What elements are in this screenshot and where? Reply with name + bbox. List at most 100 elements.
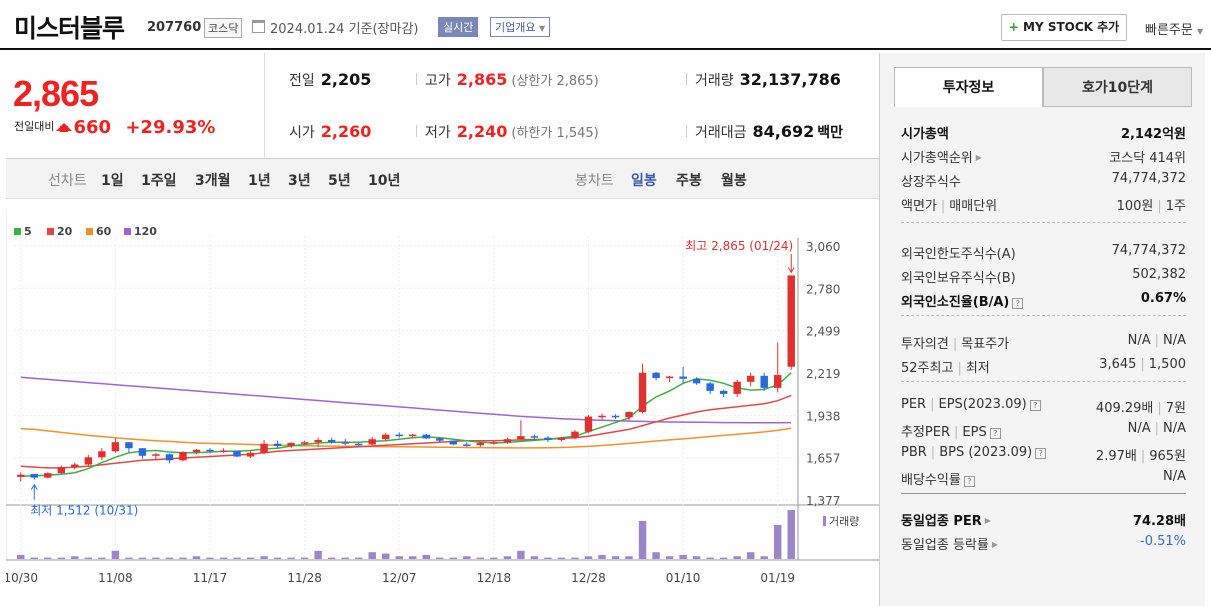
- invest-row-value: N/A: [1163, 469, 1186, 484]
- candle-body: [463, 444, 471, 446]
- divider: |: [1140, 357, 1145, 372]
- candle-body: [665, 376, 674, 379]
- price-chart[interactable]: 3,060 2,780 2,499 2,219 1,938 1,657 1,377 10/30…: [6, 210, 879, 606]
- invest-row: 추정PER | EPS? N/A | N/A: [901, 421, 1186, 440]
- candle-body: [152, 454, 160, 456]
- candle-body: [760, 375, 768, 388]
- candle-monthly[interactable]: 월봉: [721, 173, 747, 189]
- candle-body: [719, 390, 728, 394]
- invest-row-value2: 7원: [1165, 401, 1186, 416]
- trading-value: 거래대금 84,692 백만: [686, 122, 843, 142]
- candle-body: [341, 442, 349, 444]
- help-icon[interactable]: ?: [989, 428, 1001, 439]
- volume-bar: [138, 557, 147, 559]
- help-icon[interactable]: ?: [1012, 298, 1024, 309]
- volume-bar: [382, 553, 390, 559]
- company-overview-label: 기업개요: [495, 21, 536, 34]
- divider: |: [954, 425, 959, 440]
- candle-weekly[interactable]: 주봉: [676, 173, 702, 189]
- x-tick-label: 12/18: [477, 571, 512, 585]
- period-5y[interactable]: 5년: [328, 173, 351, 189]
- help-icon[interactable]: ?: [1035, 448, 1047, 459]
- candle-body: [625, 412, 633, 418]
- invest-row-label: 외국인한도주식수(A): [901, 247, 1016, 262]
- chevron-right-icon[interactable]: ▶: [984, 516, 991, 525]
- candle-body: [733, 381, 741, 394]
- legend-label: 120: [134, 225, 157, 238]
- invest-row-label: PER: [901, 397, 927, 412]
- volume-bar: [436, 557, 444, 559]
- x-tick-label: 11/17: [193, 571, 228, 585]
- divider: |: [1157, 199, 1162, 214]
- candle-body: [233, 450, 241, 457]
- change-amount: 660: [73, 117, 112, 138]
- trading-value-label: 거래대금: [695, 125, 747, 141]
- ma-line-ma5: [20, 372, 792, 477]
- volume-bar: [260, 556, 268, 559]
- invest-row-value: 2,142억원: [1120, 127, 1186, 142]
- divider: [901, 381, 1186, 382]
- candle-body: [706, 383, 714, 391]
- divider: |: [1154, 333, 1159, 348]
- invest-row-label2: 매매단위: [949, 199, 998, 214]
- help-icon[interactable]: ?: [1029, 400, 1041, 411]
- invest-row-label: 액면가: [901, 199, 937, 214]
- volume-bar: [787, 510, 795, 559]
- period-10y[interactable]: 10년: [368, 173, 401, 189]
- tab-invest-info[interactable]: 투자정보: [894, 67, 1043, 107]
- divider: |: [930, 445, 936, 460]
- invest-row-value2: 965원: [1149, 449, 1186, 464]
- period-1w[interactable]: 1주일: [141, 173, 177, 189]
- invest-row-label2: EPS(2023.09): [938, 397, 1027, 412]
- period-3m[interactable]: 3개월: [195, 173, 231, 189]
- plus-icon: +: [1008, 20, 1019, 34]
- y-tick-label: 1,657: [806, 452, 840, 466]
- open-label: 시가: [289, 125, 315, 141]
- stock-header: 미스터블루 207760 코스닥 2024.01.24 기준(장마감) 실시간 …: [0, 0, 1211, 50]
- invest-row: PBR | BPS (2023.09)? 2.97배 | 965원: [901, 445, 1186, 464]
- candle-body: [138, 448, 147, 456]
- period-3y[interactable]: 3년: [288, 173, 311, 189]
- volume-bar: [463, 556, 471, 559]
- legend-label: 20: [57, 225, 73, 238]
- base-date: 2024.01.24 기준(장마감): [270, 22, 419, 37]
- change-label: 전일대비: [14, 120, 55, 133]
- candle-body: [354, 443, 363, 446]
- candle-body: [300, 442, 309, 444]
- divider: |: [940, 199, 946, 214]
- chevron-down-icon: ▼: [538, 24, 546, 33]
- invest-row-value2: N/A: [1163, 333, 1186, 348]
- chevron-right-icon[interactable]: ▶: [975, 153, 982, 162]
- volume-bar: [341, 557, 349, 559]
- realtime-button[interactable]: 실시간: [438, 17, 479, 37]
- volume-bar: [652, 552, 660, 559]
- help-icon[interactable]: ?: [963, 476, 975, 487]
- candle-body: [246, 452, 255, 457]
- period-1d[interactable]: 1일: [101, 173, 124, 189]
- legend-swatch: [124, 228, 131, 235]
- divider: |: [930, 397, 935, 412]
- candle-body: [219, 450, 228, 452]
- ma-line-ma60: [20, 427, 792, 449]
- volume-bar: [490, 557, 498, 559]
- chevron-right-icon[interactable]: ▶: [991, 540, 999, 549]
- volume-bar: [760, 556, 768, 559]
- candle-daily[interactable]: 일봉: [631, 173, 657, 189]
- volume-value: 32,137,786: [739, 70, 841, 89]
- divider: [416, 73, 417, 85]
- trading-value-unit: 백만: [817, 125, 844, 141]
- volume-bar: [354, 557, 363, 559]
- volume-bar: [287, 557, 295, 559]
- tab-order-book[interactable]: 호가10단계: [1043, 67, 1192, 107]
- company-overview-dropdown[interactable]: 기업개요 ▼: [490, 17, 551, 37]
- period-1y[interactable]: 1년: [248, 173, 271, 189]
- my-stock-add-button[interactable]: + MY STOCK 추가: [1001, 14, 1127, 41]
- volume-bar: [273, 557, 282, 559]
- invest-row: PER | EPS(2023.09)? 409.29배 | 7원: [901, 397, 1186, 416]
- my-stock-label: MY STOCK 추가: [1023, 20, 1120, 34]
- legend-label: 60: [96, 225, 112, 238]
- period-bar: 선차트 1일 1주일 3개월 1년 3년 5년 10년 봉차트 일봉 주봉 월봉: [6, 159, 879, 199]
- invest-row-value: -0.51%: [1140, 534, 1186, 549]
- invest-row-label: 배당수익률: [901, 473, 961, 488]
- quick-order-button[interactable]: 빠른주문 ▼: [1145, 19, 1203, 38]
